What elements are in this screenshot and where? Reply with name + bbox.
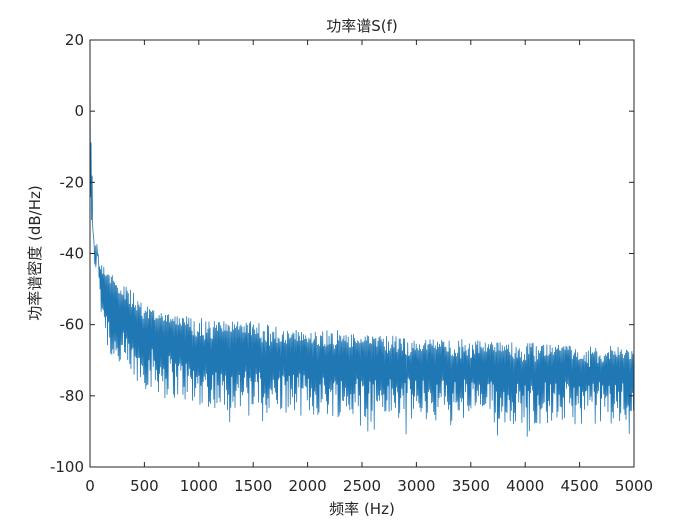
x-tick-label: 3000 [397,477,435,495]
chart-title: 功率谱S(f) [326,17,398,35]
x-tick-label: 1000 [180,477,218,495]
x-axis-title: 频率 (Hz) [329,500,395,518]
x-tick-label: 0 [85,477,95,495]
y-tick-label: -100 [50,458,84,476]
x-tick-label: 2500 [343,477,381,495]
y-tick-label: 0 [74,102,84,120]
x-tick-label: 2000 [289,477,327,495]
x-tick-label: 4000 [506,477,544,495]
x-tick-label: 3500 [452,477,490,495]
x-tick-label: 4500 [561,477,599,495]
psd-series-line [89,57,635,437]
y-tick-label: -40 [60,245,85,263]
series-layer [89,57,635,437]
y-axis-title: 功率谱密度 (dB/Hz) [26,185,44,321]
y-tick-label: -80 [60,387,85,405]
ticks-layer: 0 500 1000 1500 2000 2500 3000 3500 4000 4500 5000… [50,31,653,495]
y-tick-label: -60 [60,316,85,334]
y-tick-label: -20 [60,173,85,191]
y-tick-label: 20 [65,31,84,49]
x-tick-label: 500 [130,477,159,495]
x-tick-label: 5000 [615,477,653,495]
x-tick-label: 1500 [234,477,272,495]
